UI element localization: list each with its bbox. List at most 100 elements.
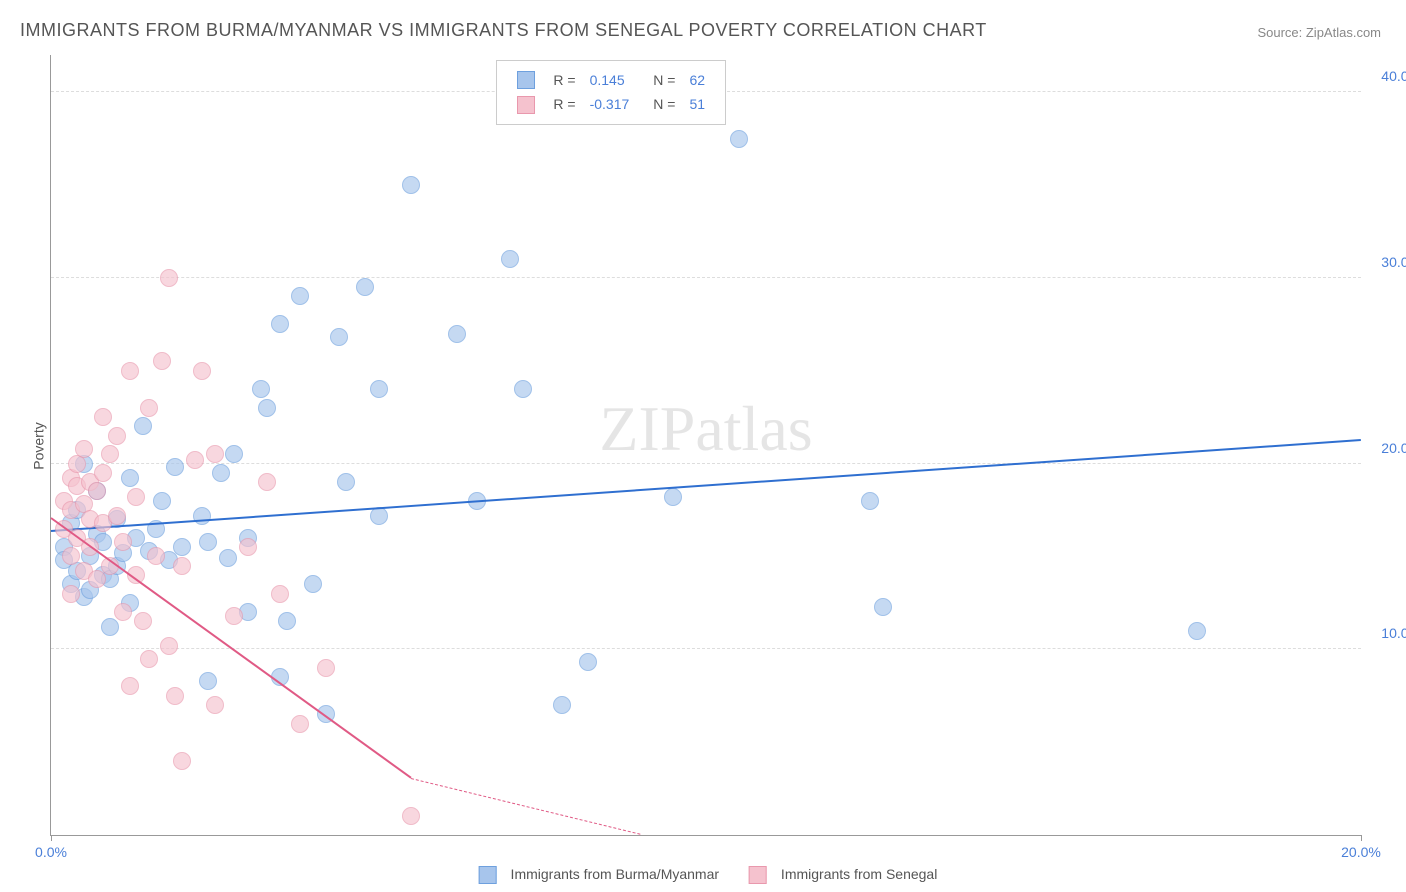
r-label: R = xyxy=(547,69,581,91)
data-point xyxy=(553,696,571,714)
data-point xyxy=(402,807,420,825)
data-point xyxy=(356,278,374,296)
data-point xyxy=(501,250,519,268)
data-point xyxy=(225,445,243,463)
legend-swatch xyxy=(479,866,497,884)
data-point xyxy=(258,399,276,417)
n-value: 62 xyxy=(683,69,711,91)
data-point xyxy=(134,417,152,435)
data-point xyxy=(173,538,191,556)
data-point xyxy=(304,575,322,593)
data-point xyxy=(173,752,191,770)
stats-legend: R =0.145N =62R =-0.317N =51 xyxy=(496,60,726,125)
data-point xyxy=(193,362,211,380)
data-point xyxy=(514,380,532,398)
legend-item: Immigrants from Senegal xyxy=(739,866,937,882)
gridline xyxy=(51,648,1361,649)
data-point xyxy=(874,598,892,616)
y-tick-label: 10.0% xyxy=(1381,625,1406,641)
data-point xyxy=(278,612,296,630)
x-tick-label: 0.0% xyxy=(35,844,67,860)
data-point xyxy=(62,547,80,565)
data-point xyxy=(166,458,184,476)
data-point xyxy=(206,696,224,714)
data-point xyxy=(225,607,243,625)
data-point xyxy=(1188,622,1206,640)
legend-swatch xyxy=(517,71,535,89)
y-tick-label: 20.0% xyxy=(1381,440,1406,456)
data-point xyxy=(62,585,80,603)
data-point xyxy=(101,445,119,463)
data-point xyxy=(317,659,335,677)
trend-line xyxy=(51,439,1361,532)
data-point xyxy=(94,464,112,482)
data-point xyxy=(291,715,309,733)
data-point xyxy=(186,451,204,469)
r-label: R = xyxy=(547,93,581,115)
data-point xyxy=(271,315,289,333)
data-point xyxy=(861,492,879,510)
data-point xyxy=(147,547,165,565)
gridline xyxy=(51,463,1361,464)
r-value: -0.317 xyxy=(584,93,636,115)
data-point xyxy=(160,637,178,655)
data-point xyxy=(140,650,158,668)
data-point xyxy=(108,507,126,525)
data-point xyxy=(199,672,217,690)
data-point xyxy=(108,427,126,445)
legend-swatch xyxy=(517,96,535,114)
data-point xyxy=(271,585,289,603)
data-point xyxy=(330,328,348,346)
data-point xyxy=(140,399,158,417)
data-point xyxy=(579,653,597,671)
data-point xyxy=(75,440,93,458)
data-point xyxy=(402,176,420,194)
data-point xyxy=(212,464,230,482)
n-label: N = xyxy=(637,93,681,115)
data-point xyxy=(160,269,178,287)
data-point xyxy=(252,380,270,398)
legend-item: Immigrants from Burma/Myanmar xyxy=(469,866,719,882)
data-point xyxy=(219,549,237,567)
gridline xyxy=(51,277,1361,278)
n-label: N = xyxy=(637,69,681,91)
data-point xyxy=(448,325,466,343)
legend-swatch xyxy=(749,866,767,884)
data-point xyxy=(94,408,112,426)
data-point xyxy=(153,352,171,370)
y-tick-label: 30.0% xyxy=(1381,254,1406,270)
n-value: 51 xyxy=(683,93,711,115)
x-tick xyxy=(1361,835,1362,841)
data-point xyxy=(258,473,276,491)
data-point xyxy=(206,445,224,463)
data-point xyxy=(664,488,682,506)
data-point xyxy=(114,603,132,621)
data-point xyxy=(291,287,309,305)
trend-line-dashed xyxy=(411,778,640,835)
data-point xyxy=(121,362,139,380)
data-point xyxy=(370,380,388,398)
stats-legend-row: R =0.145N =62 xyxy=(511,69,711,91)
data-point xyxy=(101,618,119,636)
watermark-zip: ZIP xyxy=(599,393,695,464)
data-point xyxy=(166,687,184,705)
watermark: ZIPatlas xyxy=(599,392,812,466)
data-point xyxy=(173,557,191,575)
y-tick-label: 40.0% xyxy=(1381,68,1406,84)
data-point xyxy=(153,492,171,510)
y-axis-label: Poverty xyxy=(31,422,47,469)
chart-title: IMMIGRANTS FROM BURMA/MYANMAR VS IMMIGRA… xyxy=(20,20,987,41)
data-point xyxy=(337,473,355,491)
data-point xyxy=(239,538,257,556)
r-value: 0.145 xyxy=(584,69,636,91)
data-point xyxy=(127,488,145,506)
watermark-atlas: atlas xyxy=(695,393,812,464)
series-legend: Immigrants from Burma/Myanmar Immigrants… xyxy=(459,866,948,884)
source-attribution: Source: ZipAtlas.com xyxy=(1257,25,1381,40)
data-point xyxy=(730,130,748,148)
x-tick xyxy=(51,835,52,841)
data-point xyxy=(121,469,139,487)
data-point xyxy=(114,533,132,551)
data-point xyxy=(121,677,139,695)
scatter-chart: ZIPatlas 10.0%20.0%30.0%40.0%0.0%20.0%R … xyxy=(50,55,1361,836)
